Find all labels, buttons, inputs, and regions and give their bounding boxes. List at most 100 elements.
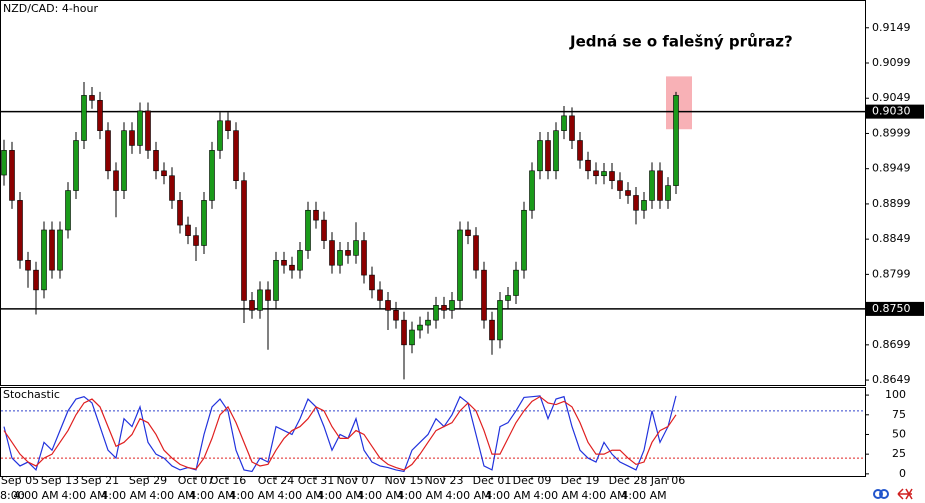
candle-body: [657, 170, 663, 201]
time-label: 4:00 AM: [149, 489, 194, 502]
candle-body: [625, 190, 631, 196]
candle-body: [609, 171, 615, 181]
x-tick-label: Oct 24: [258, 474, 295, 487]
y-tick-label: 75: [892, 408, 906, 421]
candle-body: [153, 150, 159, 172]
close-icon[interactable]: [897, 488, 913, 500]
candle-body: [145, 110, 151, 151]
candle-body: [209, 150, 215, 201]
annotation: Jedná se o falešný průraz?: [569, 33, 793, 51]
candle-body: [641, 200, 647, 211]
y-tick-label: 0.8799: [872, 267, 911, 280]
candle-body: [497, 300, 503, 341]
highlight: [666, 76, 692, 130]
title-bg: [1, 1, 99, 17]
time-label: 4:00 AM: [357, 489, 402, 502]
x-tick-label: Sep 29: [129, 474, 167, 487]
x-tick-label: Oct 16: [210, 474, 247, 487]
candle-body: [545, 140, 551, 172]
time-label: 4:00 AM: [317, 489, 362, 502]
candle-body: [289, 264, 295, 271]
candle-body: [121, 130, 127, 191]
candle-body: [201, 200, 207, 246]
time-label: 4:00 AM: [533, 489, 578, 502]
price-label: 0.8750: [872, 302, 911, 315]
y-tick-label: 0.8849: [872, 232, 911, 245]
candle-body: [473, 235, 479, 271]
x-tick-label: Dec 09: [513, 474, 552, 487]
link-icon[interactable]: [873, 489, 883, 499]
link-icon[interactable]: [879, 489, 889, 499]
candle-body: [569, 115, 575, 141]
candle-body: [377, 289, 383, 301]
candle-body: [425, 319, 431, 326]
y-tick-label: 0: [899, 467, 906, 480]
candle-body: [17, 200, 23, 261]
candle-body: [457, 229, 463, 301]
y-tick-label: 0.8649: [872, 373, 911, 386]
x-tick-label: Nov 23: [425, 474, 464, 487]
x-tick-label: Jan 06: [650, 474, 685, 487]
x-tick-label: Dec 28: [609, 474, 648, 487]
candle-body: [25, 259, 31, 271]
candle-body: [329, 240, 335, 266]
candle-body: [249, 300, 255, 311]
candle-body: [649, 170, 655, 201]
candle-body: [265, 289, 271, 301]
x-tick-label: Sep 05: [1, 474, 39, 487]
candle-body: [97, 100, 103, 131]
candle-body: [113, 170, 119, 191]
candle-body: [673, 95, 679, 186]
y-tick-label: 0.8999: [872, 126, 911, 139]
indicator-title: Stochastic: [3, 388, 60, 401]
y-tick-label: 0.8949: [872, 162, 911, 175]
candle-body: [593, 170, 599, 177]
toolbar-icons[interactable]: [873, 488, 913, 500]
x-tick-label: Dec 19: [561, 474, 600, 487]
candle-body: [129, 130, 135, 146]
candle-body: [505, 295, 511, 301]
candle-body: [345, 250, 351, 256]
x-tick-label: Nov 15: [385, 474, 424, 487]
indicator-line: [3, 395, 677, 473]
indicator-title-bg: [1, 388, 57, 402]
time-label: 4:00 AM: [397, 489, 442, 502]
x-tick-label: Sep 21: [81, 474, 119, 487]
candle-body: [57, 229, 63, 271]
candle-body: [537, 140, 543, 172]
candle-body: [313, 209, 319, 221]
candle-body: [193, 235, 199, 246]
candle-body: [225, 120, 231, 131]
time-label: 4:00 AM: [445, 489, 490, 502]
candle-body: [217, 120, 223, 151]
y-tick-label: 100: [885, 388, 906, 401]
candle-body: [489, 319, 495, 341]
y-tick-label: 0.9049: [872, 91, 911, 104]
candle-body: [361, 240, 367, 276]
price-label-bg: [866, 104, 924, 119]
x-tick-label: Oct 31: [298, 474, 335, 487]
price-label-bg: [866, 301, 924, 316]
time-label: 4:00 AM: [581, 489, 626, 502]
candle-body: [561, 115, 567, 131]
candle-body: [33, 269, 39, 291]
candle-body: [337, 250, 343, 266]
candle-body: [305, 209, 311, 251]
candle-body: [273, 259, 279, 301]
time-label: 4:00 AM: [277, 489, 322, 502]
candle-body: [441, 305, 447, 311]
y-tick-label: 50: [892, 427, 906, 440]
candle-body: [521, 209, 527, 271]
candle-body: [449, 300, 455, 311]
candle-body: [369, 274, 375, 291]
candle-body: [481, 269, 487, 321]
y-tick-label: 0.9149: [872, 21, 911, 34]
candle-body: [41, 229, 47, 291]
candle-body: [185, 224, 191, 236]
time-label: 4:00 AM: [621, 489, 666, 502]
candle-body: [553, 130, 559, 172]
candle-body: [161, 170, 167, 177]
candle-body: [409, 329, 415, 346]
candle-body: [241, 180, 247, 301]
